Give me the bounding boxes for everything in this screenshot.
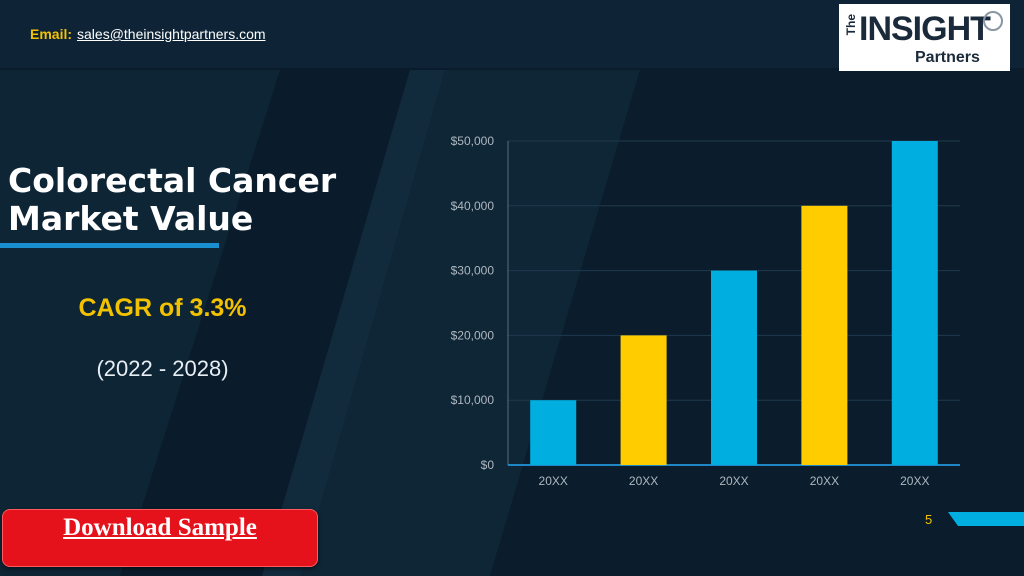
y-tick-label: $20,000 (451, 328, 495, 342)
corner-accent-bar (948, 512, 1024, 526)
email-link[interactable]: sales@theinsightpartners.com (77, 26, 266, 42)
company-logo[interactable]: The INSIGHT Partners (839, 4, 1010, 71)
logo-partners-text: Partners (915, 49, 980, 66)
page-title: Colorectal Cancer Market Value (8, 161, 337, 238)
y-tick-label: $0 (481, 458, 495, 472)
bar (711, 270, 757, 465)
y-tick-label: $50,000 (451, 134, 495, 148)
bar-chart: $0 $10,000 $20,000 $30,000 $40,000 $50,000 20X… (451, 134, 960, 488)
y-tick-label: $10,000 (451, 393, 495, 407)
x-tick-label: 20XX (719, 474, 748, 488)
period-text: (2022 - 2028) (96, 356, 229, 381)
logo-the-text: The (844, 14, 858, 36)
title-underline (0, 243, 219, 248)
bar (801, 205, 848, 466)
bg-stripe-mid (300, 70, 640, 576)
bar (891, 141, 938, 465)
x-tick-label: 20XX (539, 474, 568, 488)
magnifier-icon (983, 11, 1003, 31)
bg-stripe-left (0, 70, 280, 576)
logo-insight-text: INSIGHT (859, 10, 991, 48)
y-tick-label: $30,000 (451, 264, 495, 278)
x-tick-label: 20XX (900, 474, 929, 488)
bar (530, 400, 577, 465)
download-sample-button[interactable]: Download Sample (2, 509, 318, 567)
email-line: Email: sales@theinsightpartners.com (30, 26, 266, 42)
email-label: Email: (30, 26, 73, 42)
y-tick-label: $40,000 (451, 199, 495, 213)
x-tick-label: 20XX (629, 474, 658, 488)
bar (620, 335, 667, 465)
x-tick-label: 20XX (810, 474, 839, 488)
page-number: 5 (925, 512, 933, 527)
cagr-text: CAGR of 3.3% (78, 294, 247, 322)
bg-stripe-thin (262, 70, 445, 576)
